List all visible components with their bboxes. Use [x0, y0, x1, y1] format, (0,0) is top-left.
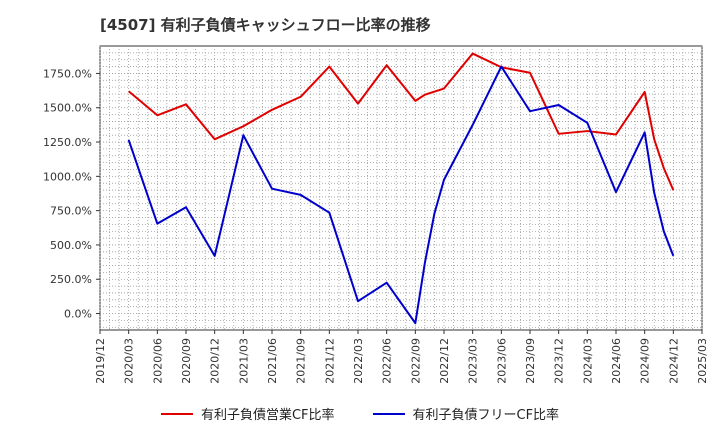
x-tick-label: 2025/03: [696, 338, 709, 384]
x-tick-label: 2022/06: [381, 338, 394, 384]
x-tick-label: 2021/12: [323, 338, 336, 384]
x-tick-label: 2024/06: [610, 338, 623, 384]
x-tick-label: 2023/03: [467, 338, 480, 384]
plot-frame: [99, 45, 703, 331]
y-tick-label: 1000.0%: [43, 170, 92, 183]
series-line-free-cf: [127, 65, 675, 325]
chart-title: [4507] 有利子負債キャッシュフロー比率の推移: [100, 16, 431, 34]
y-tick-label: 1750.0%: [43, 67, 92, 80]
x-tick-label: 2020/12: [209, 338, 222, 384]
x-tick-label: 2020/06: [151, 338, 164, 384]
x-tick-label: 2021/06: [266, 338, 279, 384]
x-tick-label: 2023/09: [524, 338, 537, 384]
legend-swatch-free-cf: [372, 412, 405, 415]
x-tick-label: 2022/09: [409, 338, 422, 384]
y-tick-label: 750.0%: [50, 205, 92, 218]
x-tick-label: 2023/12: [553, 338, 566, 384]
x-tick-label: 2021/09: [295, 338, 308, 384]
x-tick-label: 2024/03: [581, 338, 594, 384]
legend-label-operating-cf: 有利子負債営業CF比率: [200, 408, 335, 423]
y-tick-label: 1250.0%: [43, 136, 92, 149]
legend-item-free-cf: 有利子負債フリーCF比率: [372, 404, 560, 423]
y-tick-label: 500.0%: [50, 239, 92, 252]
x-tick-label: 2022/12: [438, 338, 451, 384]
x-tick-label: 2022/03: [352, 338, 365, 384]
x-tick-label: 2021/03: [237, 338, 250, 384]
y-tick-label: 1500.0%: [43, 102, 92, 115]
legend-label-free-cf: 有利子負債フリーCF比率: [412, 408, 560, 423]
legend: 有利子負債営業CF比率 有利子負債フリーCF比率: [0, 404, 720, 423]
legend-swatch-operating-cf: [160, 412, 193, 415]
legend-item-operating-cf: 有利子負債営業CF比率: [160, 404, 335, 423]
x-tick-label: 2024/09: [639, 338, 652, 384]
y-tick-label: 250.0%: [50, 273, 92, 286]
x-tick-label: 2023/06: [495, 338, 508, 384]
x-tick-label: 2020/09: [180, 338, 193, 384]
x-tick-label: 2019/12: [94, 338, 107, 384]
x-tick-label: 2020/03: [123, 338, 136, 384]
x-tick-label: 2024/12: [667, 338, 680, 384]
y-tick-label: 0.0%: [64, 308, 92, 321]
